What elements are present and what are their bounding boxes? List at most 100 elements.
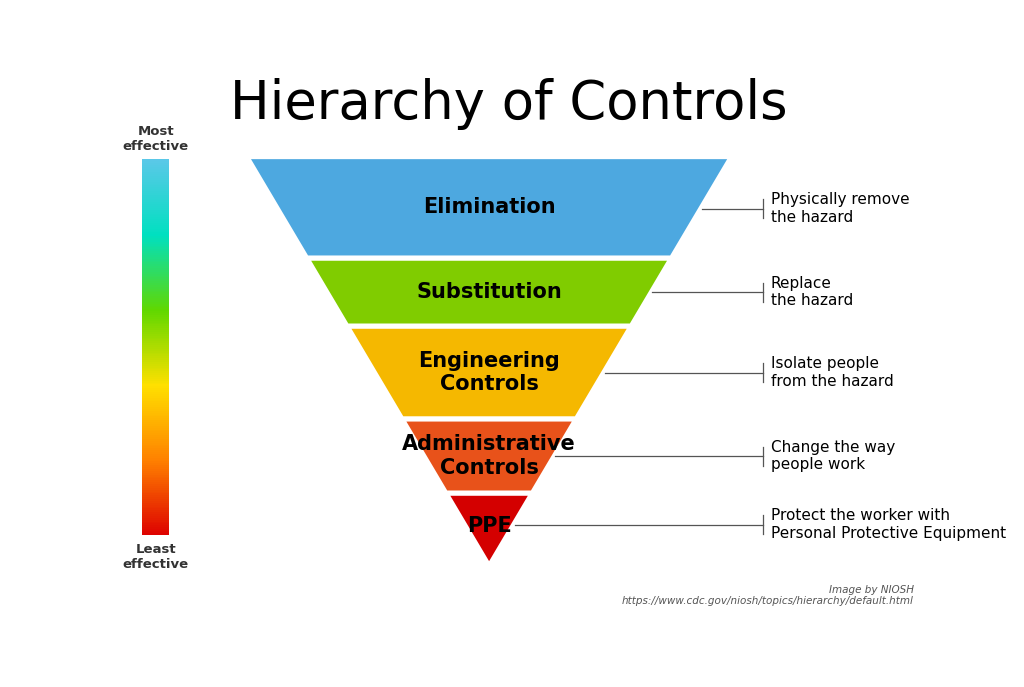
Bar: [142, 413, 169, 414]
Bar: [142, 484, 169, 486]
Bar: [142, 159, 169, 161]
Text: Replace
the hazard: Replace the hazard: [771, 276, 853, 308]
Bar: [142, 344, 169, 345]
Bar: [142, 332, 169, 334]
Bar: [142, 478, 169, 480]
Bar: [142, 345, 169, 347]
Bar: [142, 188, 169, 189]
Bar: [142, 227, 169, 229]
Bar: [142, 212, 169, 214]
Bar: [142, 422, 169, 424]
Bar: [142, 321, 169, 322]
Bar: [142, 264, 169, 266]
Bar: [142, 229, 169, 231]
Bar: [142, 398, 169, 400]
Bar: [142, 247, 169, 249]
Bar: [142, 223, 169, 225]
Bar: [142, 441, 169, 442]
Bar: [142, 216, 169, 217]
Bar: [142, 272, 169, 273]
Bar: [142, 260, 169, 262]
Bar: [142, 449, 169, 450]
Bar: [142, 309, 169, 311]
Bar: [142, 203, 169, 204]
Bar: [142, 431, 169, 433]
Bar: [142, 508, 169, 510]
Text: Isolate people
from the hazard: Isolate people from the hazard: [771, 357, 894, 389]
Bar: [142, 368, 169, 370]
Bar: [142, 289, 169, 291]
Text: Protect the worker with
Personal Protective Equipment: Protect the worker with Personal Protect…: [771, 508, 1006, 541]
Bar: [142, 219, 169, 221]
Bar: [142, 379, 169, 381]
Bar: [142, 452, 169, 454]
Bar: [142, 405, 169, 407]
Bar: [142, 477, 169, 478]
Bar: [142, 255, 169, 257]
Bar: [142, 407, 169, 409]
Bar: [142, 401, 169, 403]
Bar: [142, 429, 169, 431]
Bar: [142, 373, 169, 375]
Polygon shape: [451, 496, 527, 561]
Bar: [142, 365, 169, 368]
Text: Administrative
Controls: Administrative Controls: [402, 434, 575, 477]
Bar: [142, 428, 169, 429]
Bar: [142, 176, 169, 178]
Bar: [142, 253, 169, 255]
Bar: [142, 416, 169, 418]
Bar: [142, 450, 169, 452]
Bar: [142, 245, 169, 247]
Text: Change the way
people work: Change the way people work: [771, 440, 895, 472]
Bar: [142, 385, 169, 386]
Bar: [142, 396, 169, 398]
Bar: [142, 170, 169, 172]
Bar: [142, 208, 169, 210]
Bar: [142, 350, 169, 352]
Text: Substitution: Substitution: [416, 282, 562, 302]
Bar: [142, 456, 169, 458]
Bar: [142, 503, 169, 505]
Bar: [142, 442, 169, 444]
Bar: [142, 317, 169, 319]
Bar: [142, 358, 169, 360]
Bar: [142, 462, 169, 463]
Text: Most
effective: Most effective: [123, 125, 188, 153]
Bar: [142, 377, 169, 379]
Bar: [142, 372, 169, 373]
Bar: [142, 347, 169, 349]
Bar: [142, 400, 169, 401]
Bar: [142, 330, 169, 332]
Bar: [142, 259, 169, 260]
Bar: [142, 210, 169, 212]
Bar: [142, 439, 169, 441]
Bar: [142, 409, 169, 411]
Bar: [142, 336, 169, 337]
Bar: [142, 306, 169, 308]
Bar: [142, 526, 169, 527]
Bar: [142, 497, 169, 499]
Bar: [142, 298, 169, 300]
Bar: [142, 420, 169, 422]
Bar: [142, 533, 169, 534]
Bar: [142, 499, 169, 501]
Bar: [142, 339, 169, 341]
Bar: [142, 516, 169, 518]
Bar: [142, 262, 169, 264]
Bar: [142, 311, 169, 313]
Bar: [142, 357, 169, 358]
Bar: [142, 505, 169, 506]
Bar: [142, 514, 169, 516]
Bar: [142, 181, 169, 183]
Polygon shape: [251, 159, 727, 256]
Text: PPE: PPE: [467, 516, 511, 536]
Bar: [142, 388, 169, 390]
Text: Physically remove
the hazard: Physically remove the hazard: [771, 192, 909, 225]
Bar: [142, 493, 169, 495]
Bar: [142, 383, 169, 385]
Bar: [142, 225, 169, 227]
Polygon shape: [351, 329, 627, 416]
Bar: [142, 281, 169, 283]
Bar: [142, 519, 169, 521]
Bar: [142, 390, 169, 392]
